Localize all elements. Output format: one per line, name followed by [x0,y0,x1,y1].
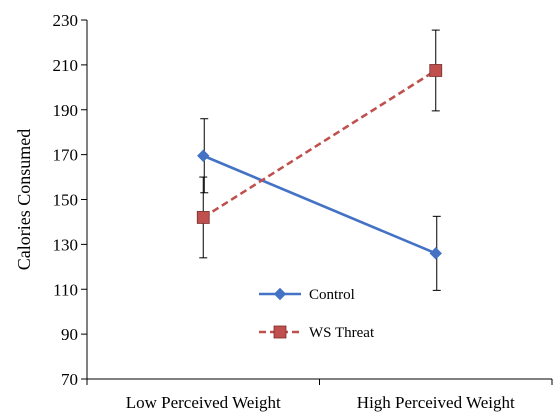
series-line [202,154,437,255]
legend-marker [273,287,287,301]
series-layer [196,29,443,291]
y-tick-label: 130 [53,235,79,254]
data-point [196,211,210,224]
legend-marker [273,325,287,339]
series-line [202,69,437,219]
y-tick-label: 90 [61,325,78,344]
y-tick-label: 190 [53,101,79,120]
data-point [197,149,210,162]
y-tick-label: 210 [53,56,79,75]
x-category-label: High Perceived Weight [357,393,515,412]
y-axis: 70 90 110 130 150 170 190 210 230 [53,11,88,389]
y-tick-label: 170 [53,146,79,165]
data-point [429,247,442,260]
y-tick-label: 110 [53,280,78,299]
legend-label: WS Threat [309,325,375,341]
y-tick-label: 230 [53,11,79,30]
data-point [429,64,443,77]
y-tick-label: 70 [61,370,78,389]
legend: Control WS Threat [259,287,375,341]
series-ws-threat [196,29,443,259]
y-axis-title: Calories Consumed [14,129,34,271]
y-tick-label: 150 [53,191,79,210]
x-axis: Low Perceived Weight High Perceived Weigh… [86,378,553,412]
x-category-label: Low Perceived Weight [126,393,281,412]
legend-label: Control [309,287,355,303]
series-control [197,118,442,291]
